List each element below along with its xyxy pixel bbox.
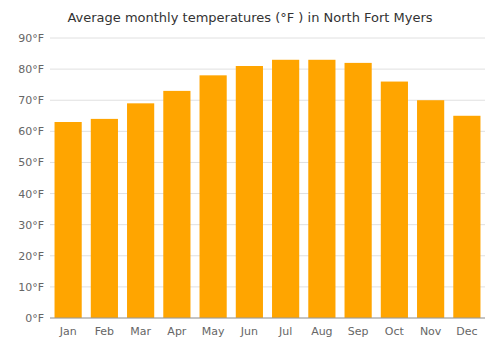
x-tick-label: May [202, 325, 225, 338]
bar [55, 122, 82, 318]
y-tick-label: 70°F [18, 94, 44, 107]
x-tick-label: Jun [240, 325, 258, 338]
bars [55, 60, 481, 318]
bar [236, 66, 263, 318]
y-tick-label: 80°F [18, 63, 44, 76]
bar [200, 75, 227, 318]
x-tick-label: Jan [59, 325, 77, 338]
bar [345, 63, 372, 318]
x-tick-label: Mar [130, 325, 151, 338]
x-tick-label: Oct [385, 325, 405, 338]
y-tick-label: 20°F [18, 250, 44, 263]
grid-line [50, 318, 485, 319]
y-tick-label: 10°F [18, 281, 44, 294]
bar [163, 91, 190, 318]
grid-line [50, 69, 485, 70]
bar [417, 100, 444, 318]
bar [308, 60, 335, 318]
y-tick-label: 60°F [18, 125, 44, 138]
x-axis-line [50, 318, 485, 319]
x-tick-label: Apr [167, 325, 187, 338]
chart-title: Average monthly temperatures (°F ) in No… [67, 10, 432, 25]
grid-line [50, 38, 485, 39]
bar [127, 103, 154, 318]
x-tick-label: Jul [278, 325, 292, 338]
x-tick-label: Aug [311, 325, 332, 338]
chart-svg: Average monthly temperatures (°F ) in No… [0, 0, 500, 350]
x-tick-label: Feb [95, 325, 114, 338]
y-tick-label: 30°F [18, 219, 44, 232]
x-tick-label: Sep [348, 325, 369, 338]
x-tick-label: Nov [420, 325, 442, 338]
bar [91, 119, 118, 318]
y-tick-label: 40°F [18, 188, 44, 201]
chart-container: Average monthly temperatures (°F ) in No… [0, 0, 500, 350]
y-tick-label: 0°F [25, 312, 44, 325]
bar [381, 82, 408, 318]
x-tick-label: Dec [456, 325, 477, 338]
bar [272, 60, 299, 318]
y-tick-label: 50°F [18, 156, 44, 169]
x-axis: Jan Feb Mar Apr May Jun Jul Aug Sep Oct Nov Dec [59, 325, 478, 338]
y-tick-label: 90°F [18, 32, 44, 45]
y-axis: 0°F 10°F 20°F 30°F 40°F 50°F 60°F 70°F 80°F 90°F [18, 32, 485, 325]
bar [453, 116, 480, 318]
